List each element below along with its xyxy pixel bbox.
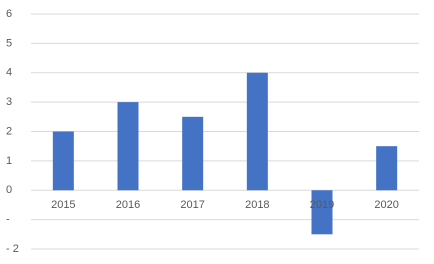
x-tick-label: 2018 xyxy=(245,199,269,211)
y-tick-label: 2 xyxy=(6,125,12,137)
y-tick-label: - xyxy=(6,214,10,226)
x-tick-label: 2016 xyxy=(116,199,140,211)
x-tick-label: 2019 xyxy=(310,199,334,211)
x-tick-label: 2017 xyxy=(180,199,204,211)
bar xyxy=(117,102,139,191)
bar xyxy=(182,116,204,191)
y-tick-label: 5 xyxy=(6,37,12,49)
y-tick-label: 3 xyxy=(6,96,12,108)
bar xyxy=(311,190,333,235)
y-tick-label: 0 xyxy=(6,184,12,196)
y-tick-label: - 2 xyxy=(6,243,19,255)
bar xyxy=(376,146,398,191)
y-tick-label: 6 xyxy=(6,8,12,20)
bar xyxy=(246,72,268,191)
x-tick-label: 2020 xyxy=(374,199,398,211)
y-tick-label: 1 xyxy=(6,155,12,167)
y-tick-label: 4 xyxy=(6,67,12,79)
bar xyxy=(52,131,74,191)
x-tick-label: 2015 xyxy=(51,199,75,211)
